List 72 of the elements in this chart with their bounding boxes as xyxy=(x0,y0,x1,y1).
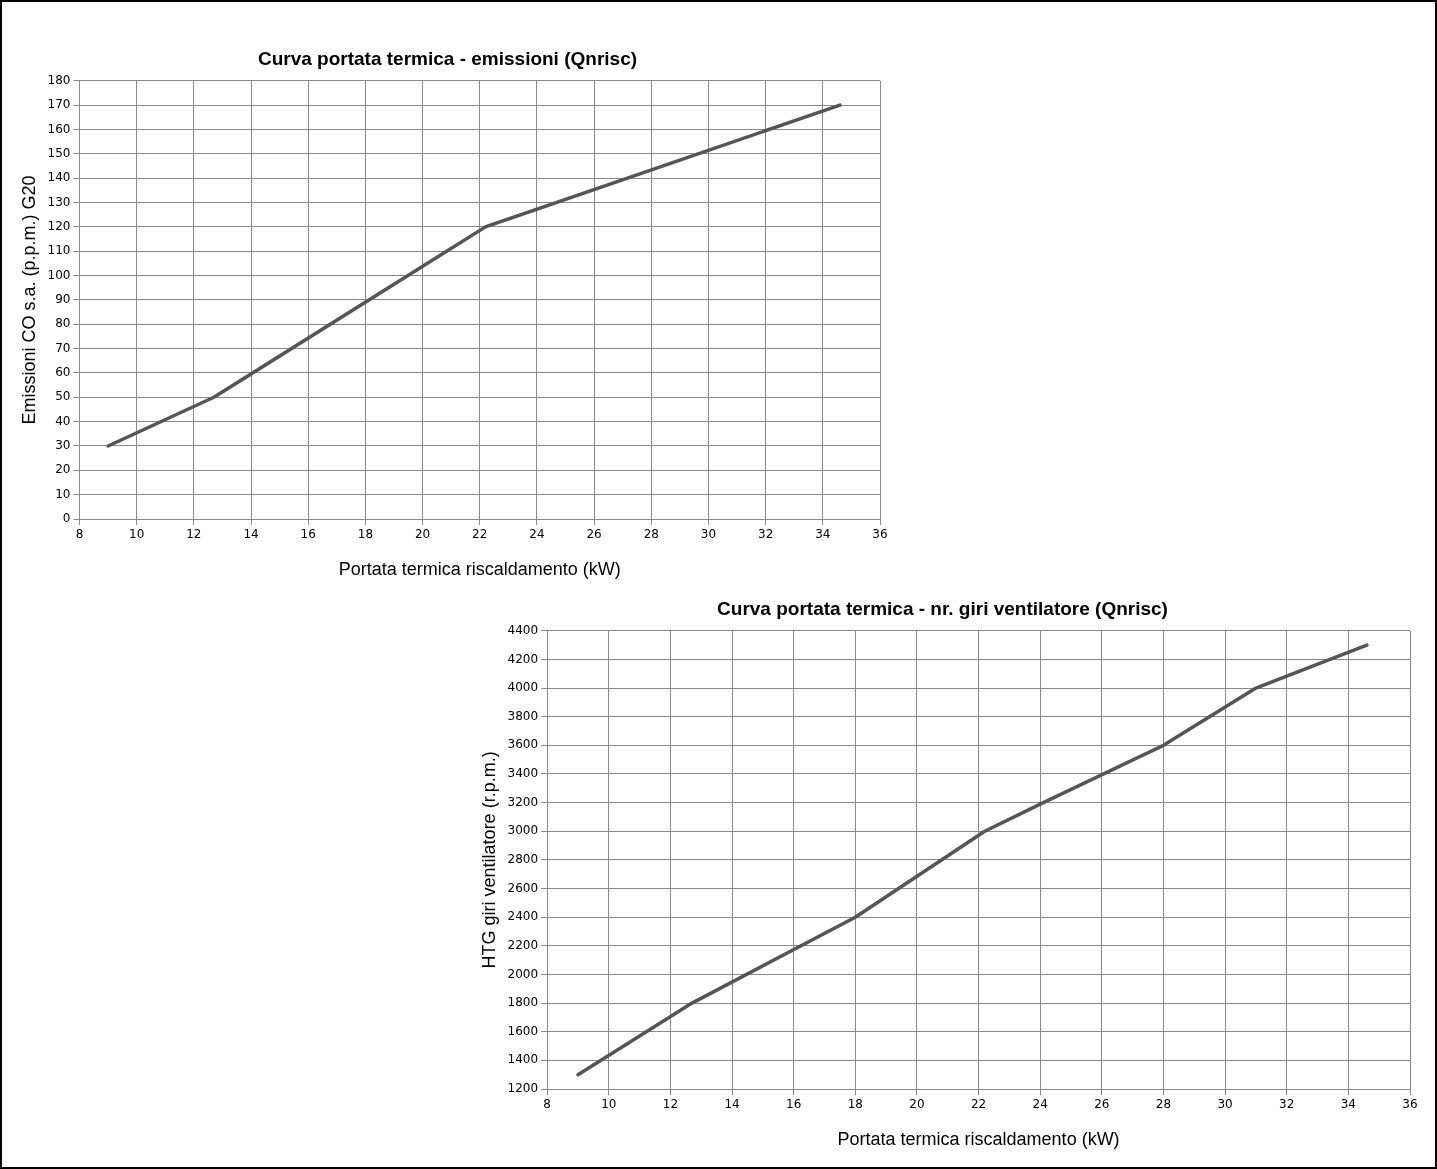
y-tick-label: 130 xyxy=(47,194,71,209)
x-tick-label: 14 xyxy=(243,527,259,542)
x-tick-label: 32 xyxy=(758,527,774,542)
chart-title: Curva portata termica - nr. giri ventilatore (Qnrisc) xyxy=(717,597,1168,619)
x-tick-label: 20 xyxy=(414,527,431,542)
x-tick-label: 28 xyxy=(1155,1097,1172,1112)
x-tick-label: 10 xyxy=(601,1097,617,1112)
x-tick-label: 34 xyxy=(1340,1097,1357,1112)
x-tick-label: 28 xyxy=(643,527,659,542)
x-tick-label: 18 xyxy=(357,527,374,542)
y-axis-title: Emissioni CO s.a. (p.p.m.) G20 xyxy=(18,175,39,425)
y-tick-label: 60 xyxy=(55,365,71,380)
x-tick-label: 12 xyxy=(662,1097,679,1112)
y-axis-title: HTG giri ventilatore (r.p.m.) xyxy=(478,751,499,969)
y-tick-label: 50 xyxy=(55,389,71,404)
y-tick-label: 70 xyxy=(55,340,71,355)
x-tick-label: 18 xyxy=(847,1097,863,1112)
y-tick-label: 120 xyxy=(47,218,71,233)
x-axis-title: Portata termica riscaldamento (kW) xyxy=(338,559,621,580)
x-tick-label: 10 xyxy=(129,527,145,542)
y-tick-label: 1800 xyxy=(507,995,539,1010)
y-tick-label: 3200 xyxy=(507,794,539,809)
x-tick-label: 20 xyxy=(909,1097,925,1112)
x-tick-label: 22 xyxy=(472,527,488,542)
y-tick-label: 4400 xyxy=(507,622,539,637)
y-tick-label: 0 xyxy=(62,511,71,526)
x-tick-label: 26 xyxy=(1094,1097,1110,1112)
x-tick-label: 16 xyxy=(786,1097,802,1112)
y-tick-label: 2600 xyxy=(507,880,539,895)
x-tick-label: 34 xyxy=(815,527,831,542)
y-tick-label: 30 xyxy=(55,438,71,453)
x-tick-label: 30 xyxy=(700,527,717,542)
x-tick-label: 36 xyxy=(872,527,888,542)
y-tick-label: 2200 xyxy=(507,937,539,952)
y-tick-label: 170 xyxy=(47,97,71,112)
y-tick-label: 2800 xyxy=(507,852,539,867)
x-axis-title: Portata termica riscaldamento (kW) xyxy=(837,1129,1120,1150)
y-tick-label: 2000 xyxy=(507,966,539,981)
y-tick-label: 3600 xyxy=(507,737,539,752)
y-tick-label: 10 xyxy=(55,486,71,501)
x-tick-label: 8 xyxy=(75,527,84,542)
y-tick-label: 4000 xyxy=(507,680,539,695)
y-tick-label: 2400 xyxy=(507,909,539,924)
y-tick-label: 1200 xyxy=(507,1081,539,1096)
x-tick-label: 30 xyxy=(1217,1097,1233,1112)
y-tick-label: 3000 xyxy=(507,823,539,838)
x-tick-label: 8 xyxy=(543,1097,551,1112)
x-tick-label: 16 xyxy=(300,527,316,542)
x-tick-label: 24 xyxy=(529,527,545,542)
x-tick-label: 14 xyxy=(724,1097,740,1112)
x-tick-label: 32 xyxy=(1279,1097,1295,1112)
x-tick-label: 26 xyxy=(586,527,602,542)
y-tick-label: 140 xyxy=(47,170,71,185)
x-tick-label: 12 xyxy=(186,527,202,542)
y-tick-label: 40 xyxy=(55,413,71,428)
y-tick-label: 110 xyxy=(47,243,71,258)
x-tick-label: 22 xyxy=(970,1097,987,1112)
y-tick-label: 3800 xyxy=(507,708,539,723)
y-tick-label: 160 xyxy=(47,121,71,136)
y-tick-label: 20 xyxy=(55,462,71,477)
y-tick-label: 1600 xyxy=(507,1023,539,1038)
y-tick-label: 100 xyxy=(47,267,71,282)
y-tick-label: 3400 xyxy=(507,766,539,781)
y-tick-label: 150 xyxy=(47,145,71,160)
x-tick-label: 36 xyxy=(1402,1097,1418,1112)
y-tick-label: 1400 xyxy=(507,1052,539,1067)
y-tick-label: 180 xyxy=(47,72,71,87)
y-tick-label: 80 xyxy=(55,316,71,331)
y-tick-label: 90 xyxy=(55,292,71,307)
y-tick-label: 4200 xyxy=(507,651,539,666)
x-tick-label: 24 xyxy=(1032,1097,1048,1112)
chart-title: Curva portata termica - emissioni (Qnrisc) xyxy=(257,47,638,69)
